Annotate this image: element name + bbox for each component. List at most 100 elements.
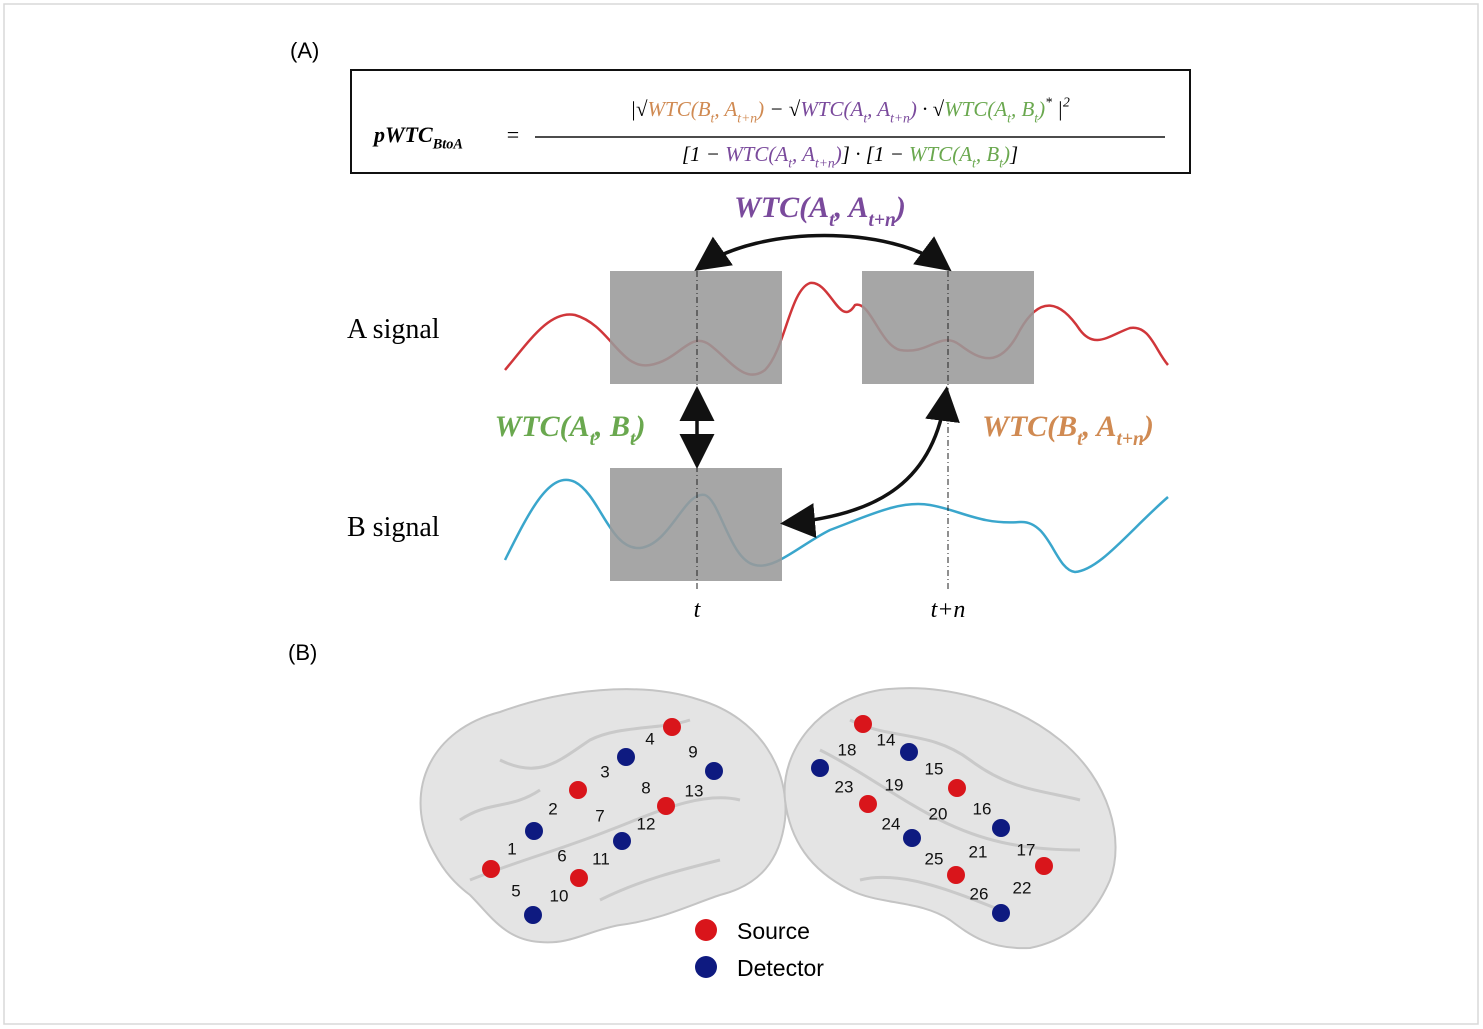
- arc-label-sub: t+n: [868, 210, 895, 231]
- lag-label-text: , A: [1082, 410, 1117, 443]
- channel-number: 11: [592, 849, 610, 868]
- numerator-text: ): [909, 97, 917, 121]
- source-dot: [570, 869, 588, 887]
- denominator-text: WTC(A: [909, 142, 972, 166]
- arc-label-text: WTC(A: [734, 191, 829, 224]
- detector-dot: [992, 819, 1010, 837]
- numerator-text: ): [1037, 97, 1045, 121]
- channel-number: 14: [877, 730, 896, 749]
- detector-dot: [524, 906, 542, 924]
- b-signal-curve: [505, 480, 1168, 572]
- time-t-label: t: [694, 597, 702, 623]
- window-b-t: [610, 468, 782, 581]
- figure: (A) pWTCBtoA = |√WTC(Bt, At+n) − √WTC(At…: [0, 0, 1483, 1029]
- numerator-text: |√: [630, 97, 648, 121]
- lag-label-sub: t+n: [1116, 429, 1143, 450]
- channel-number: 26: [970, 884, 989, 903]
- numerator-text: − √: [764, 97, 801, 121]
- time-tn-label: t+n: [931, 597, 966, 623]
- channel-number: 13: [685, 781, 704, 800]
- numerator-text: · √: [917, 97, 945, 121]
- channel-number: 8: [641, 778, 650, 797]
- sync-label: WTC(At, Bt): [495, 410, 646, 450]
- channel-number: 21: [969, 842, 988, 861]
- channel-number: 23: [835, 777, 854, 796]
- denominator-text: , B: [976, 142, 1000, 166]
- numerator-sub: t+n: [737, 110, 757, 125]
- sync-label-text: WTC(A: [495, 410, 590, 443]
- detector-dot: [613, 832, 631, 850]
- source-dot: [482, 860, 500, 878]
- channel-number: 4: [645, 729, 654, 748]
- panel-a-label: (A): [290, 38, 319, 63]
- numerator-sub: t+n: [890, 110, 910, 125]
- source-dot: [859, 795, 877, 813]
- panel-b-label: (B): [288, 640, 317, 665]
- numerator-text: , A: [714, 97, 737, 121]
- detector-dot: [617, 748, 635, 766]
- source-dot: [569, 781, 587, 799]
- detector-dot: [900, 743, 918, 761]
- channel-number: 16: [973, 799, 992, 818]
- numerator-text: WTC(B: [648, 97, 711, 121]
- lag-label: WTC(Bt, At+n): [982, 410, 1154, 450]
- channel-number: 22: [1013, 878, 1032, 897]
- brain-right: [785, 688, 1116, 948]
- denominator-text: ): [1002, 142, 1010, 166]
- window-a-t: [610, 271, 782, 384]
- source-dot: [948, 779, 966, 797]
- sync-label-text: , B: [594, 410, 630, 443]
- source-dot: [663, 718, 681, 736]
- denominator-text: ): [834, 142, 842, 166]
- arc-label: WTC(At, At+n): [734, 191, 906, 231]
- channel-number: 25: [925, 849, 944, 868]
- lag-label-text: WTC(B: [982, 410, 1077, 443]
- channel-number: 3: [600, 762, 609, 781]
- denominator-text: WTC(A: [725, 142, 788, 166]
- lhs-text: pWTC: [372, 122, 433, 147]
- channel-number: 17: [1017, 840, 1036, 859]
- arc-label-text: , A: [834, 191, 869, 224]
- numerator-text: ): [756, 97, 764, 121]
- denominator-text: ] · [1 −: [841, 142, 909, 166]
- denominator-text: ]: [1009, 142, 1018, 166]
- source-dot: [1035, 857, 1053, 875]
- channel-number: 6: [557, 846, 566, 865]
- legend-source: Source: [737, 918, 810, 944]
- source-dot: [657, 797, 675, 815]
- numerator-text: |: [1052, 97, 1063, 121]
- channel-number: 2: [548, 799, 557, 818]
- source-dot: [947, 866, 965, 884]
- channel-number: 1: [507, 839, 516, 858]
- a-signal-label: A signal: [347, 314, 440, 345]
- channel-number: 24: [882, 814, 901, 833]
- channel-number: 9: [688, 742, 697, 761]
- a-signal-curve: [505, 283, 1168, 375]
- denominator-sub: t+n: [815, 155, 835, 170]
- legend-detector: Detector: [737, 955, 824, 981]
- numerator-text: , A: [867, 97, 890, 121]
- legend-detector-dot: [695, 956, 717, 978]
- numerator-sup: 2: [1063, 95, 1070, 110]
- legend-source-dot: [695, 919, 717, 941]
- detector-dot: [811, 759, 829, 777]
- channel-number: 12: [637, 814, 656, 833]
- numerator-text: , B: [1011, 97, 1035, 121]
- numerator-text: WTC(A: [944, 97, 1007, 121]
- channel-number: 20: [929, 804, 948, 823]
- denominator-text: [1 −: [682, 142, 725, 166]
- detector-dot: [903, 829, 921, 847]
- channel-number: 19: [885, 775, 904, 794]
- denominator-text: , A: [792, 142, 815, 166]
- channel-number: 10: [550, 886, 569, 905]
- formula-numerator: |√WTC(Bt, At+n) − √WTC(At, At+n) · √WTC(…: [630, 95, 1070, 126]
- formula-equals: =: [507, 122, 519, 147]
- b-signal-label: B signal: [347, 512, 440, 543]
- detector-dot: [992, 904, 1010, 922]
- detector-dot: [525, 822, 543, 840]
- lhs-sub: BtoA: [432, 137, 463, 153]
- channel-number: 5: [511, 881, 520, 900]
- channel-number: 15: [925, 759, 944, 778]
- numerator-text: WTC(A: [800, 97, 863, 121]
- source-dot: [854, 715, 872, 733]
